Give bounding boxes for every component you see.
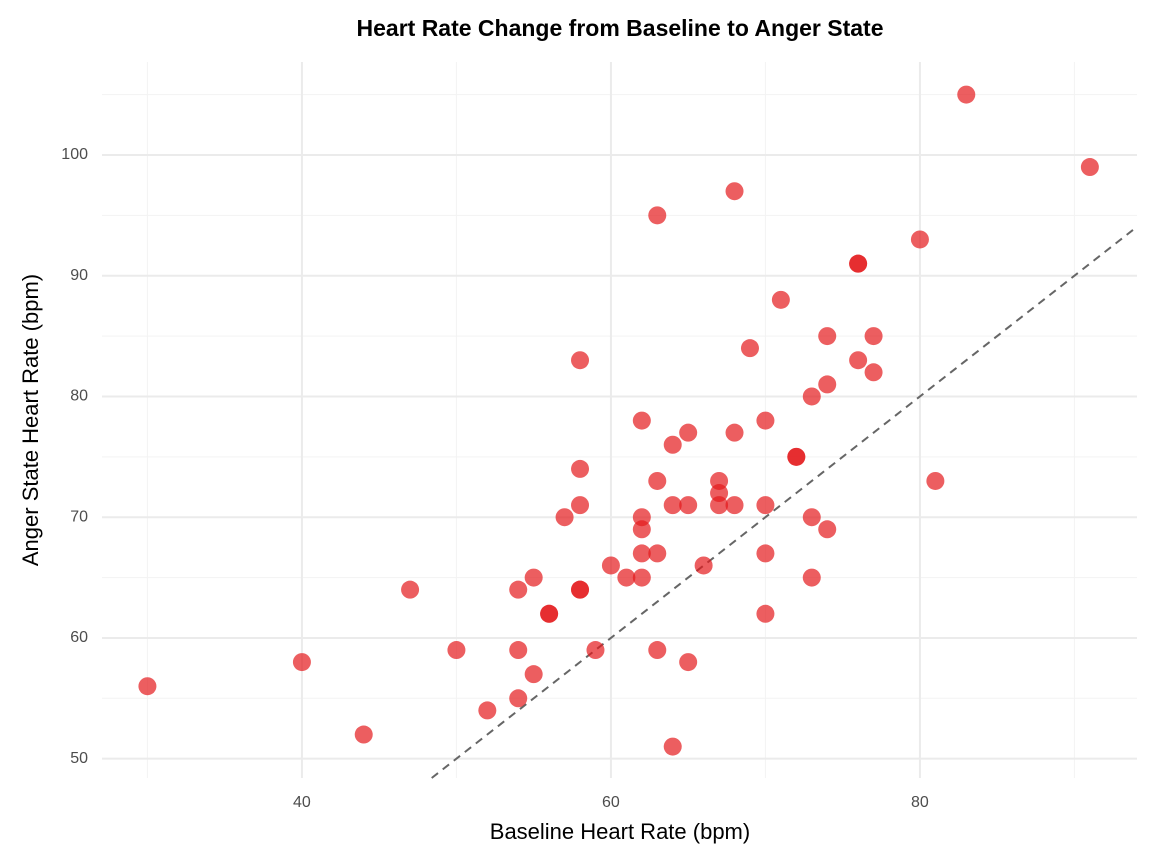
point [509,689,528,708]
point [401,580,420,599]
point [1080,158,1099,177]
x-tick-label: 80 [911,794,929,811]
identity-line [431,226,1138,779]
y-axis-label: Anger State Heart Rate (bpm) [18,274,43,566]
point [802,387,821,406]
point [632,568,651,587]
x-axis-label: Baseline Heart Rate (bpm) [490,819,750,844]
point [926,471,945,490]
y-tick-label: 100 [61,146,88,163]
point [571,496,590,515]
point [617,568,636,587]
point [524,665,543,684]
x-tick-label: 60 [602,794,620,811]
point [138,677,157,696]
point [571,459,590,478]
point [694,556,713,575]
point [292,653,311,672]
point [632,520,651,539]
point [648,641,667,660]
point [740,339,759,358]
y-tick-label: 70 [70,508,88,525]
point [787,447,806,466]
point [354,725,373,744]
point [632,544,651,563]
point [648,206,667,225]
point [447,641,466,660]
point [555,508,574,527]
point [571,580,590,599]
point [478,701,497,720]
point [509,580,528,599]
point [663,737,682,756]
point [957,85,976,104]
point [756,544,775,563]
point [725,423,744,442]
point [849,254,868,273]
point [601,556,620,575]
point [756,604,775,623]
point [509,641,528,660]
y-tick-label: 50 [70,750,88,767]
point [663,496,682,515]
point [679,653,698,672]
point [524,568,543,587]
point [864,327,883,346]
point [818,327,837,346]
chart-title: Heart Rate Change from Baseline to Anger… [357,15,884,41]
y-tick-label: 60 [70,629,88,646]
point [679,423,698,442]
point [632,411,651,430]
point [910,230,929,249]
point [802,508,821,527]
point [648,544,667,563]
point [571,351,590,370]
point [725,496,744,515]
point [648,471,667,490]
point [756,496,775,515]
x-tick-label: 40 [293,794,311,811]
point [756,411,775,430]
point [818,520,837,539]
point [864,363,883,382]
point [802,568,821,587]
point [679,496,698,515]
point [586,641,605,660]
point [540,604,559,623]
point [725,182,744,201]
point [663,435,682,454]
point [771,290,790,309]
point [818,375,837,394]
y-tick-label: 90 [70,267,88,284]
y-tick-label: 80 [70,388,88,405]
point [710,496,729,515]
point [849,351,868,370]
